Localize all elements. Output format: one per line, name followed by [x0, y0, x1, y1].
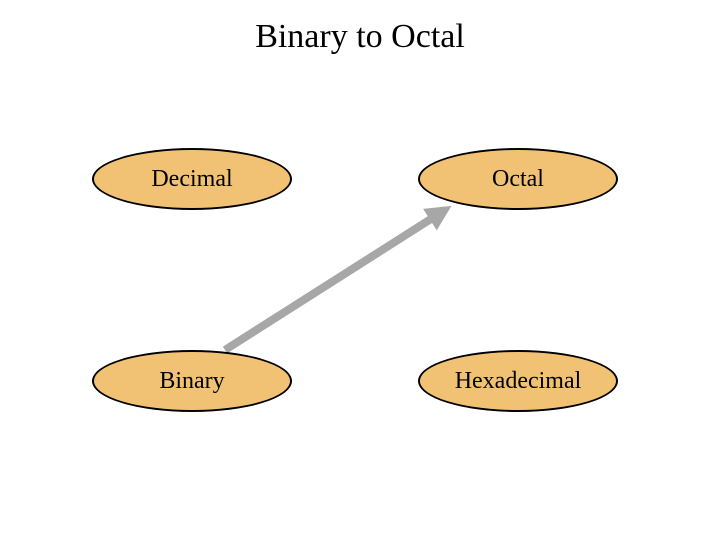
node-label: Octal [492, 166, 544, 193]
arrow-binary-to-octal [0, 0, 720, 540]
node-label: Hexadecimal [455, 368, 582, 395]
node-octal: Octal [418, 148, 618, 210]
node-hexadecimal: Hexadecimal [418, 350, 618, 412]
node-decimal: Decimal [92, 148, 292, 210]
node-label: Binary [159, 368, 224, 395]
diagram-canvas: Binary to Octal Decimal Octal Binary Hex… [0, 0, 720, 540]
node-binary: Binary [92, 350, 292, 412]
node-label: Decimal [151, 166, 232, 193]
edge-line [225, 210, 445, 350]
